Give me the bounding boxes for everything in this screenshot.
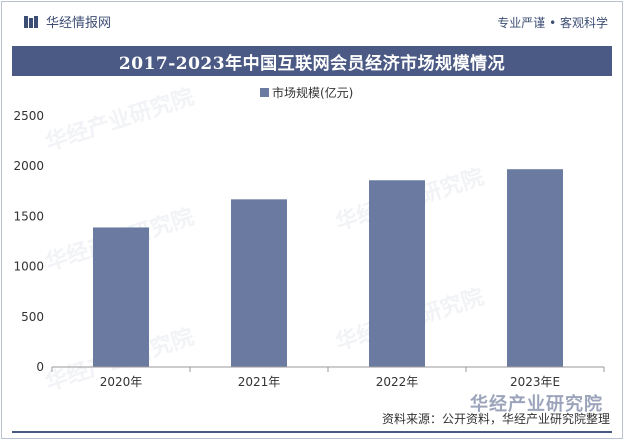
legend-label: 市场规模(亿元) <box>272 85 353 100</box>
brand-logo-icon <box>24 15 38 28</box>
legend-swatch <box>260 88 269 97</box>
legend: 市场规模(亿元) <box>260 85 353 100</box>
x-tick-label: 2021年 <box>238 375 281 389</box>
y-axis: 0 500 1000 1500 2000 2500 <box>13 109 44 374</box>
slogan: 专业严谨 • 客观科学 <box>497 16 608 30</box>
source-note: 资料来源：公开资料，华经产业研究院整理 <box>381 412 610 426</box>
footer-divider <box>12 431 612 433</box>
bar <box>507 169 563 367</box>
y-tick-label: 2000 <box>13 159 44 173</box>
bar <box>231 199 287 367</box>
bar <box>93 227 149 367</box>
logo-watermark: 华经产业研究院 <box>470 394 603 415</box>
x-tick-label: 2022年 <box>376 375 419 389</box>
bar <box>369 180 425 367</box>
brand: 华经情报网 <box>24 12 111 31</box>
y-tick-label: 1500 <box>13 209 44 223</box>
x-axis: 2020年 2021年 2022年 2023年E <box>51 366 605 389</box>
y-tick-label: 500 <box>21 310 44 324</box>
x-tick-label: 2023年E <box>510 375 560 389</box>
bars <box>93 169 563 367</box>
header-bar: 华经情报网 专业严谨 • 客观科学 <box>2 2 622 42</box>
title-bar: 2017-2023年中国互联网会员经济市场规模情况 <box>12 46 612 76</box>
x-tick-label: 2020年 <box>100 375 143 389</box>
y-tick-label: 2500 <box>13 109 44 123</box>
y-tick-label: 1000 <box>13 260 44 274</box>
brand-name: 华经情报网 <box>46 16 112 31</box>
chart-title: 2017-2023年中国互联网会员经济市场规模情况 <box>118 53 506 74</box>
y-tick-label: 0 <box>36 360 44 374</box>
